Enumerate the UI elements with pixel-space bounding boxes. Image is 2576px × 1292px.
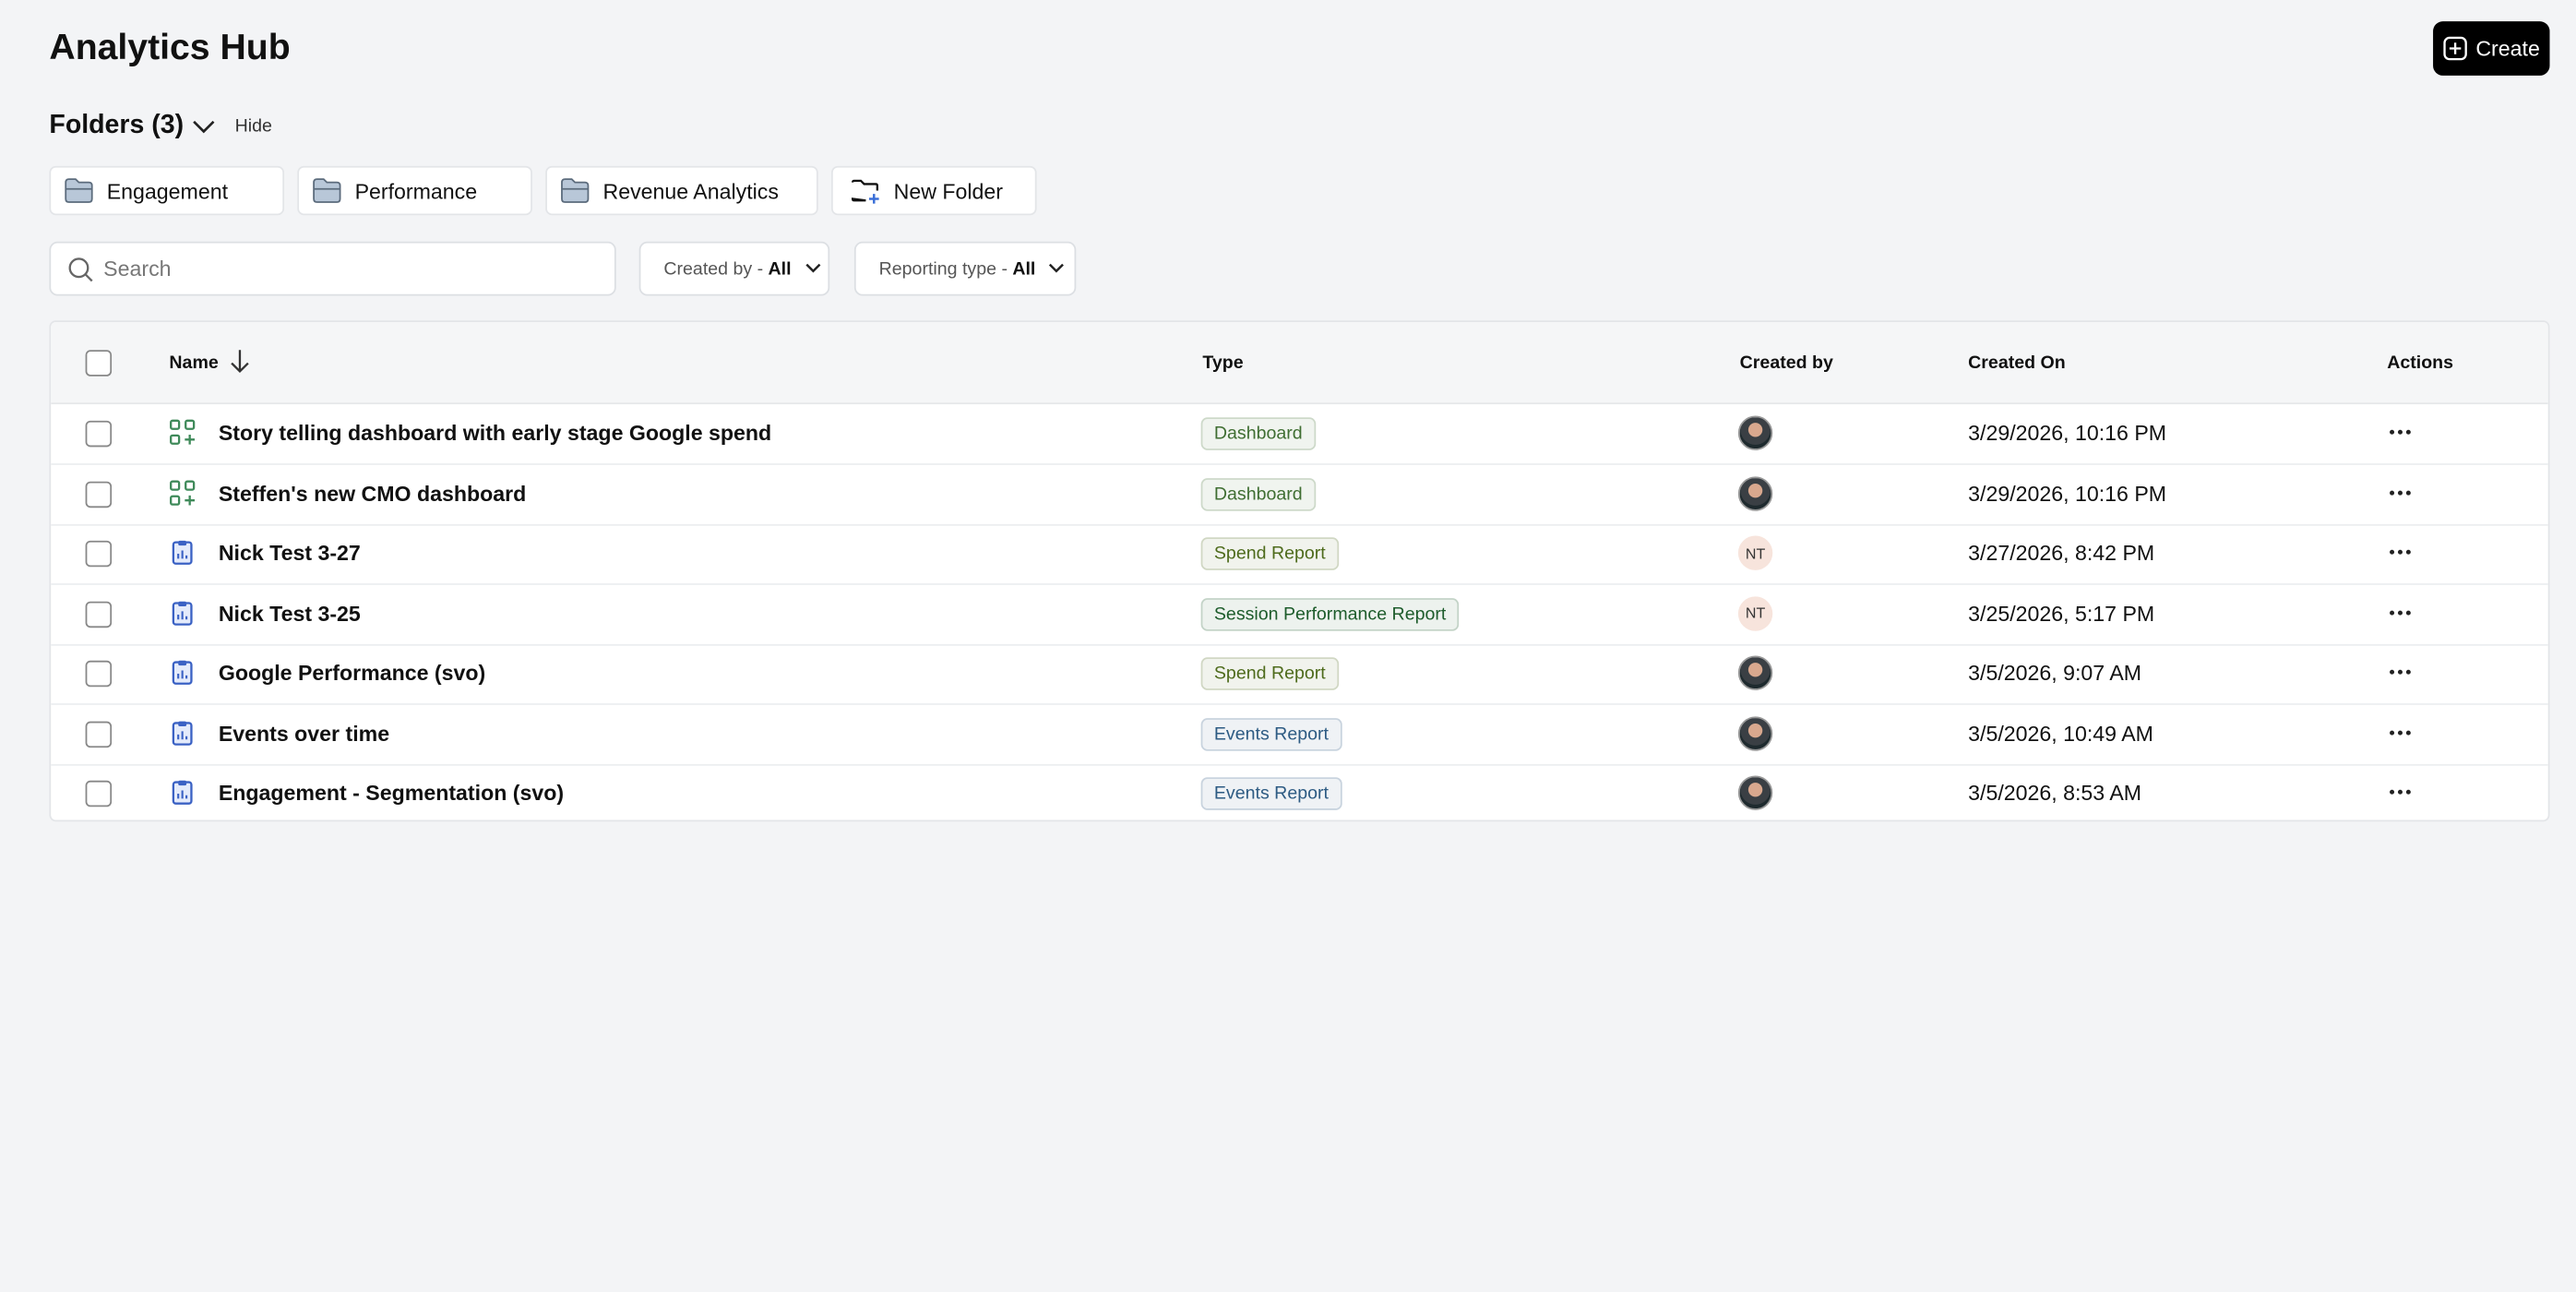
row-checkbox[interactable] bbox=[85, 780, 113, 808]
search-box[interactable]: Search bbox=[49, 241, 616, 296]
type-badge: Events Report bbox=[1200, 717, 1342, 750]
row-icon bbox=[169, 779, 195, 813]
row-checkbox[interactable] bbox=[85, 420, 113, 448]
chevron bbox=[1049, 263, 1065, 273]
row-icon bbox=[169, 479, 196, 513]
folder-icon bbox=[561, 178, 590, 203]
table-row: Nick Test 3-25 Session Performance Report… bbox=[51, 582, 2548, 645]
filter-value: All bbox=[768, 258, 792, 279]
select-all[interactable] bbox=[85, 350, 113, 377]
chevron[interactable] bbox=[192, 118, 215, 135]
creator-avatar bbox=[1737, 415, 1773, 450]
reporting-type-filter[interactable]: Reporting type - All bbox=[853, 241, 1077, 296]
creator-initials: NT bbox=[1737, 595, 1773, 630]
type-badge: Spend Report bbox=[1200, 537, 1339, 570]
report-name[interactable]: Google Performance (svo) bbox=[218, 660, 486, 686]
filter-label: Reporting type - bbox=[878, 258, 1008, 279]
filter-label: Created by - bbox=[663, 258, 764, 279]
folder-chip[interactable]: Performance bbox=[297, 165, 532, 216]
created-on: 3/29/2026, 10:16 PM bbox=[1968, 420, 2167, 446]
row-actions[interactable] bbox=[2387, 417, 2413, 447]
report-name[interactable]: Events over time bbox=[218, 720, 390, 746]
column-header: Actions bbox=[2387, 353, 2454, 374]
report-name[interactable]: Steffen's new CMO dashboard bbox=[218, 480, 527, 506]
row-icon bbox=[169, 659, 195, 693]
created-on: 3/25/2026, 5:17 PM bbox=[1968, 600, 2155, 626]
column-header: Type bbox=[1202, 353, 1244, 374]
row-actions[interactable] bbox=[2387, 717, 2413, 747]
table-row: Events over time Events Report 3/5/2026, 1… bbox=[51, 702, 2548, 765]
report-name[interactable]: Engagement - Segmentation (svo) bbox=[218, 780, 565, 806]
row-icon bbox=[169, 539, 195, 573]
hide-toggle[interactable]: Hide bbox=[234, 116, 272, 137]
table-row: Nick Test 3-27 Spend Report NT 3/27/2026, 8… bbox=[51, 522, 2548, 585]
created-on: 3/5/2026, 10:49 AM bbox=[1968, 720, 2153, 746]
sort-icon bbox=[229, 348, 252, 379]
table-row: Story telling dashboard with early stage… bbox=[51, 402, 2548, 465]
row-actions[interactable] bbox=[2387, 657, 2413, 687]
type-badge: Events Report bbox=[1200, 777, 1342, 810]
row-checkbox[interactable] bbox=[85, 540, 113, 568]
folder-chip[interactable]: Revenue Analytics bbox=[545, 165, 818, 216]
creator-initials: NT bbox=[1737, 535, 1773, 570]
creator-avatar bbox=[1737, 775, 1773, 810]
report-name[interactable]: Nick Test 3-27 bbox=[218, 540, 361, 566]
page-title: Analytics Hub bbox=[49, 26, 291, 68]
type-badge: Dashboard bbox=[1200, 417, 1316, 450]
created-on: 3/5/2026, 8:53 AM bbox=[1968, 780, 2142, 806]
report-name[interactable]: Story telling dashboard with early stage… bbox=[218, 420, 772, 446]
folder-icon bbox=[313, 178, 341, 203]
row-checkbox[interactable] bbox=[85, 720, 113, 748]
table-row: Engagement - Segmentation (svo) Events Re… bbox=[51, 762, 2548, 819]
table-row: Steffen's new CMO dashboard Dashboard 3/29… bbox=[51, 462, 2548, 525]
folder-chip[interactable]: Engagement bbox=[49, 165, 285, 216]
folder-name: Revenue Analytics bbox=[602, 178, 779, 203]
row-icon bbox=[169, 419, 196, 453]
plus-icon bbox=[2443, 36, 2467, 61]
creator-avatar bbox=[1737, 475, 1773, 510]
row-actions[interactable] bbox=[2387, 597, 2413, 627]
row-icon bbox=[169, 599, 195, 633]
row-checkbox[interactable] bbox=[85, 660, 113, 688]
created-on: 3/5/2026, 9:07 AM bbox=[1968, 660, 2142, 686]
table-header: Name Type Created by Created On Actions bbox=[51, 321, 2548, 405]
created-on: 3/27/2026, 8:42 PM bbox=[1968, 540, 2155, 566]
row-actions[interactable] bbox=[2387, 537, 2413, 567]
type-badge: Session Performance Report bbox=[1200, 597, 1460, 630]
new-folder-button[interactable]: New Folder bbox=[830, 165, 1037, 216]
row-actions[interactable] bbox=[2387, 477, 2413, 507]
table-row: Google Performance (svo) Spend Report 3/5/… bbox=[51, 642, 2548, 705]
folders-title: Folders (3) bbox=[49, 112, 185, 140]
column-header[interactable]: Name bbox=[169, 353, 219, 374]
new-folder-label: New Folder bbox=[893, 178, 1004, 203]
search-icon bbox=[68, 257, 93, 281]
column-header: Created On bbox=[1968, 353, 2066, 374]
creator-avatar bbox=[1737, 655, 1773, 690]
row-checkbox[interactable] bbox=[85, 480, 113, 508]
type-badge: Dashboard bbox=[1200, 477, 1316, 510]
folder-name: Engagement bbox=[106, 178, 229, 203]
new-folder-icon bbox=[851, 179, 879, 204]
create-label: Create bbox=[2475, 36, 2540, 61]
row-actions[interactable] bbox=[2387, 777, 2413, 807]
reports-table: Name Type Created by Created On Actions Story… bbox=[49, 320, 2550, 822]
search-placeholder: Search bbox=[103, 256, 172, 281]
created-by-filter[interactable]: Created by - All bbox=[638, 241, 830, 296]
folder-icon bbox=[65, 178, 93, 203]
report-name[interactable]: Nick Test 3-25 bbox=[218, 600, 361, 626]
type-badge: Spend Report bbox=[1200, 657, 1339, 690]
row-checkbox[interactable] bbox=[85, 600, 113, 628]
column-header: Created by bbox=[1739, 353, 1833, 374]
create-button[interactable]: Create bbox=[2433, 21, 2550, 76]
chevron bbox=[805, 263, 820, 273]
row-icon bbox=[169, 719, 195, 753]
folder-name: Performance bbox=[354, 178, 478, 203]
creator-avatar bbox=[1737, 715, 1773, 750]
created-on: 3/29/2026, 10:16 PM bbox=[1968, 480, 2167, 506]
filter-value: All bbox=[1012, 258, 1036, 279]
